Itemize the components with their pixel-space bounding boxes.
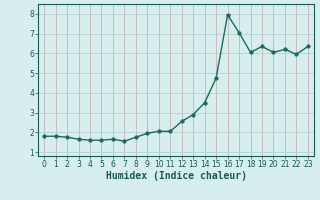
X-axis label: Humidex (Indice chaleur): Humidex (Indice chaleur) (106, 171, 246, 181)
